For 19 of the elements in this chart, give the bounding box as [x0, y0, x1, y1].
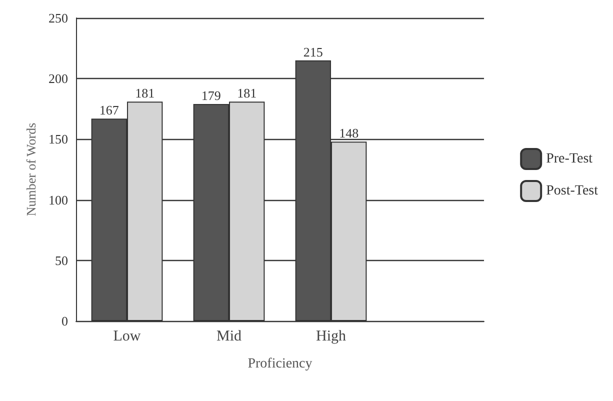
legend-label: Post-Test [546, 184, 598, 198]
y-tick-label: 200 [48, 71, 68, 86]
y-axis-title: Number of Words [24, 122, 39, 216]
y-tick-label: 250 [48, 10, 68, 26]
y-tick-label: 100 [48, 192, 68, 208]
data-label: 181 [237, 86, 257, 101]
x-tick-label: Low [113, 328, 141, 344]
x-tick-label: Mid [216, 328, 242, 344]
data-label: 215 [303, 44, 323, 60]
data-label: 179 [201, 88, 221, 104]
x-axis-title: Proficiency [248, 356, 312, 372]
legend-label: Pre-Test [546, 152, 593, 166]
x-tick-label: High [316, 328, 346, 344]
data-label: 181 [135, 86, 155, 101]
y-tick-label: 150 [48, 132, 68, 147]
y-tick-label: 50 [55, 252, 68, 268]
data-label: 167 [99, 102, 120, 118]
y-tick-label: 0 [62, 314, 68, 328]
data-label: 148 [339, 126, 359, 141]
